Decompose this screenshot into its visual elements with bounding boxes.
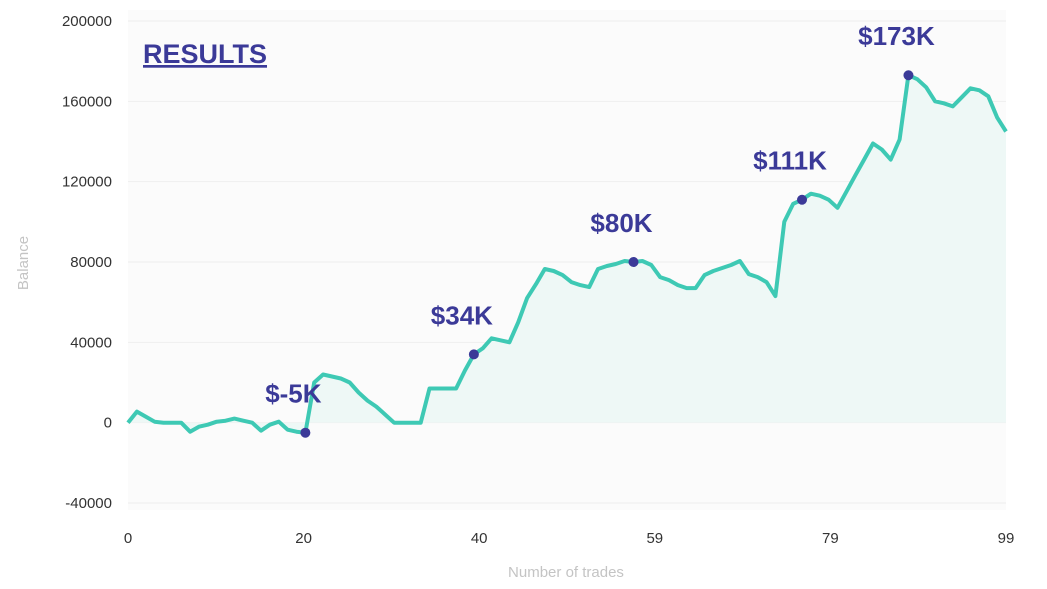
y-tick-label: 40000	[70, 334, 112, 351]
y-tick-label: 120000	[62, 174, 112, 191]
annotation-point	[300, 427, 311, 438]
y-axis-label: Balance	[15, 236, 32, 290]
chart-title: RESULTS	[143, 39, 267, 69]
balance-line	[126, 73, 1008, 435]
annotation-label: $34K	[431, 300, 493, 330]
annotation-point	[903, 70, 914, 81]
x-axis-label: Number of trades	[508, 564, 624, 581]
annotation-label: $111K	[753, 146, 827, 176]
x-tick-label: 0	[124, 530, 132, 547]
annotation-point	[468, 349, 479, 360]
y-tick-label: 200000	[62, 13, 112, 30]
annotation-point	[797, 194, 808, 205]
y-tick-label: 160000	[62, 93, 112, 110]
annotation-label: $173K	[858, 21, 935, 51]
y-tick-label: -40000	[65, 495, 112, 512]
y-tick-label: 80000	[70, 254, 112, 271]
x-tick-label: 99	[998, 530, 1015, 547]
y-tick-label: 0	[104, 415, 112, 432]
x-tick-label: 59	[646, 530, 663, 547]
annotation-label: $-5K	[265, 379, 322, 409]
x-tick-label: 40	[471, 530, 488, 547]
balance-area	[128, 75, 1006, 433]
x-tick-label: 20	[295, 530, 312, 547]
annotation-label: $80K	[590, 208, 652, 238]
x-tick-label: 79	[822, 530, 839, 547]
annotation-point	[628, 257, 639, 267]
